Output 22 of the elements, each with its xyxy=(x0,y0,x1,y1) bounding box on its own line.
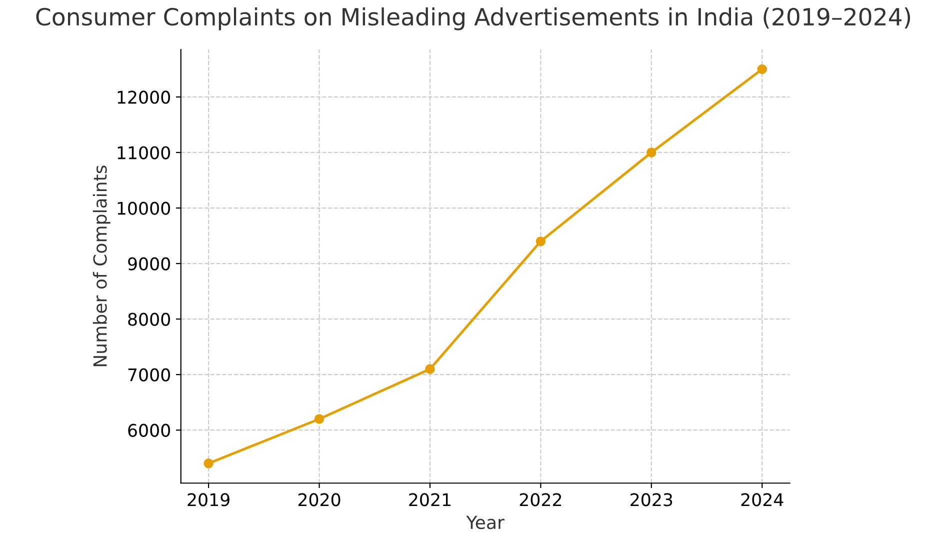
y-tick-label: 8000 xyxy=(128,312,170,326)
x-tick-label: 2022 xyxy=(520,493,562,506)
point xyxy=(425,364,435,374)
point xyxy=(314,414,324,424)
x-tick-label: 2023 xyxy=(630,493,672,506)
x-tick-label: 2019 xyxy=(188,493,230,506)
y-tick-label: 12000 xyxy=(118,90,170,104)
chart-title: Consumer Complaints on Misleading Advertisements in India (2019–2024) xyxy=(36,7,910,30)
y-tick-label: 11000 xyxy=(118,146,170,160)
y-axis-title: Number of Complaints xyxy=(92,166,110,366)
x-tick-label: 2024 xyxy=(741,493,784,506)
y-tick-label: 9000 xyxy=(128,257,170,270)
point xyxy=(646,148,656,158)
y-tick-label: 7000 xyxy=(128,368,170,382)
point xyxy=(757,64,767,74)
x-tick-label: 2020 xyxy=(298,493,340,506)
point xyxy=(204,458,214,468)
x-tick-label: 2021 xyxy=(409,493,450,506)
point xyxy=(536,236,546,246)
y-tick-label: 10000 xyxy=(118,202,170,215)
x-axis-title: Year xyxy=(466,516,504,530)
y-tick-label: 6000 xyxy=(128,424,170,437)
